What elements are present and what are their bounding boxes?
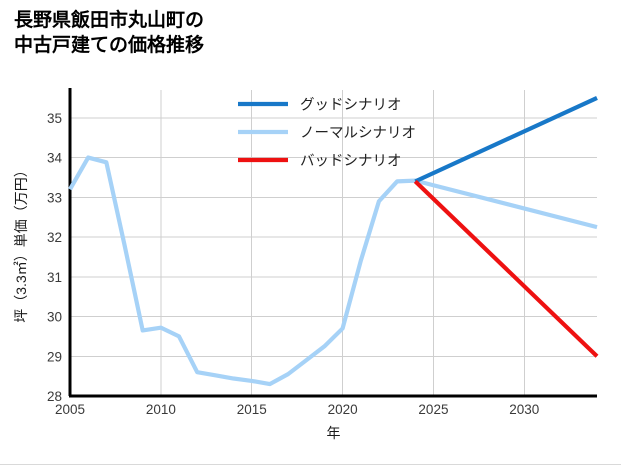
y-tick-label: 33	[47, 190, 62, 205]
series-line-normal	[68, 155, 598, 387]
x-tick-label: 2030	[509, 402, 539, 417]
series-line-good	[414, 96, 598, 184]
axis-spines	[68, 88, 597, 398]
y-tick-label: 30	[47, 310, 62, 325]
x-tick-label: 2005	[55, 402, 85, 417]
legend-label-bad: バッドシナリオ	[300, 154, 402, 170]
y-tick-label: 34	[47, 151, 63, 166]
legend-label-normal: ノーマルシナリオ	[300, 126, 416, 142]
x-tick-label: 2020	[328, 402, 358, 417]
vertical-gridlines	[160, 90, 525, 396]
x-tick-label: 2015	[237, 402, 267, 417]
y-tick-label: 31	[47, 270, 62, 285]
y-tick-label: 28	[47, 389, 62, 404]
y-tick-label: 35	[47, 111, 62, 126]
series-line-bad	[413, 179, 599, 358]
data-series-lines	[68, 96, 599, 387]
chart-title: 長野県飯田市丸山町の 中古戸建ての価格推移	[14, 10, 205, 57]
x-axis-tick-labels: 2005 2010 2015 2020 2025 2030	[55, 402, 539, 417]
y-axis-title: 坪（3.3㎡）単価（万円）	[13, 163, 29, 322]
x-axis-title: 年	[327, 425, 341, 441]
x-tick-label: 2025	[418, 402, 448, 417]
legend-label-good: グッドシナリオ	[300, 97, 402, 114]
x-tick-label: 2010	[146, 402, 176, 417]
y-axis-tick-labels: 28 29 30 31 32 33 34 35	[47, 111, 63, 404]
y-tick-label: 32	[47, 230, 62, 245]
y-tick-label: 29	[47, 349, 62, 364]
